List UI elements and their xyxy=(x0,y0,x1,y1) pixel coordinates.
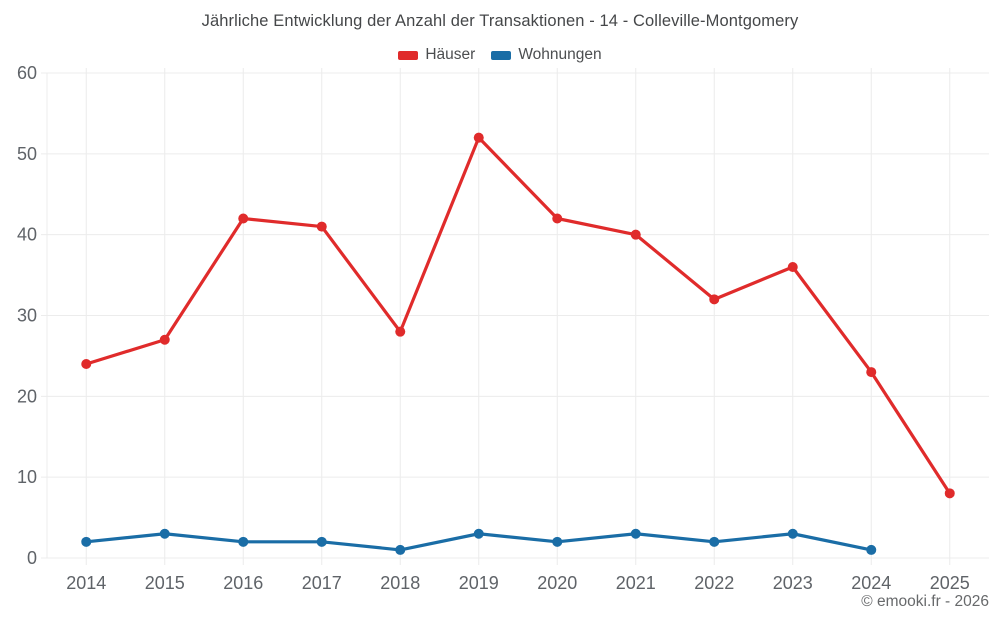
haeuser-series-swatch-icon xyxy=(398,50,419,60)
x-axis-tick-label: 2023 xyxy=(773,573,813,593)
data-point-wohnungen-2017[interactable] xyxy=(316,536,327,547)
data-point-haeuser-2023[interactable] xyxy=(787,262,798,272)
chart-title: Jährliche Entwicklung der Anzahl der Tra… xyxy=(201,12,799,30)
data-point-haeuser-2016[interactable] xyxy=(238,213,249,224)
x-axis-tick-label: 2020 xyxy=(537,573,577,593)
data-point-haeuser-2019[interactable] xyxy=(473,132,484,143)
data-point-wohnungen-2023[interactable] xyxy=(787,528,798,539)
x-axis-tick-label: 2014 xyxy=(66,573,106,593)
data-point-wohnungen-2019[interactable] xyxy=(473,528,484,539)
x-axis-tick-label: 2018 xyxy=(380,573,420,593)
chart-legend: Häuser Wohnungen xyxy=(0,46,1000,64)
x-axis-tick-label: 2015 xyxy=(145,573,185,593)
y-axis-tick-label: 50 xyxy=(17,144,37,164)
data-point-haeuser-2014[interactable] xyxy=(81,359,92,369)
data-point-haeuser-2018[interactable] xyxy=(395,326,406,337)
data-point-haeuser-2021[interactable] xyxy=(630,229,641,240)
x-axis-tick-label: 2024 xyxy=(851,573,891,593)
wohnungen-series-swatch-icon xyxy=(491,50,512,60)
y-axis-tick-label: 0 xyxy=(27,548,37,568)
series-line-haeuser xyxy=(84,136,952,495)
data-point-wohnungen-2024[interactable] xyxy=(866,544,877,555)
y-axis-tick-label: 40 xyxy=(17,225,37,245)
data-point-haeuser-2024[interactable] xyxy=(866,367,877,378)
copyright-text: © emooki.fr - 2026 xyxy=(861,593,989,610)
x-axis-tick-label: 2022 xyxy=(694,573,734,593)
x-axis-tick-label: 2019 xyxy=(459,573,499,593)
legend-label-haeuser: Häuser xyxy=(425,46,476,63)
data-point-wohnungen-2021[interactable] xyxy=(630,528,641,539)
x-axis-tick-label: 2017 xyxy=(302,573,342,593)
legend-item-haeuser[interactable]: Häuser xyxy=(398,46,475,64)
y-axis-tick-label: 10 xyxy=(17,467,37,487)
data-point-haeuser-2022[interactable] xyxy=(709,294,720,305)
x-axis-tick-label: 2021 xyxy=(616,573,656,593)
y-axis-tick-label: 30 xyxy=(17,306,37,326)
x-axis-tick-label: 2016 xyxy=(223,573,263,593)
data-point-wohnungen-2014[interactable] xyxy=(81,536,92,547)
legend-label-wohnungen: Wohnungen xyxy=(518,46,602,63)
data-point-haeuser-2017[interactable] xyxy=(316,221,327,232)
y-axis-tick-label: 20 xyxy=(17,386,37,406)
data-point-wohnungen-2016[interactable] xyxy=(238,536,249,547)
data-point-haeuser-2020[interactable] xyxy=(552,213,563,224)
x-axis-tick-label: 2025 xyxy=(930,573,970,593)
data-point-wohnungen-2018[interactable] xyxy=(395,544,406,555)
data-point-haeuser-2025[interactable] xyxy=(944,488,955,499)
data-point-haeuser-2015[interactable] xyxy=(159,334,170,345)
data-point-wohnungen-2015[interactable] xyxy=(159,528,170,539)
data-point-wohnungen-2022[interactable] xyxy=(709,536,720,547)
y-axis-tick-label: 60 xyxy=(17,63,37,83)
legend-item-wohnungen[interactable]: Wohnungen xyxy=(491,46,602,64)
data-point-wohnungen-2020[interactable] xyxy=(552,536,563,547)
